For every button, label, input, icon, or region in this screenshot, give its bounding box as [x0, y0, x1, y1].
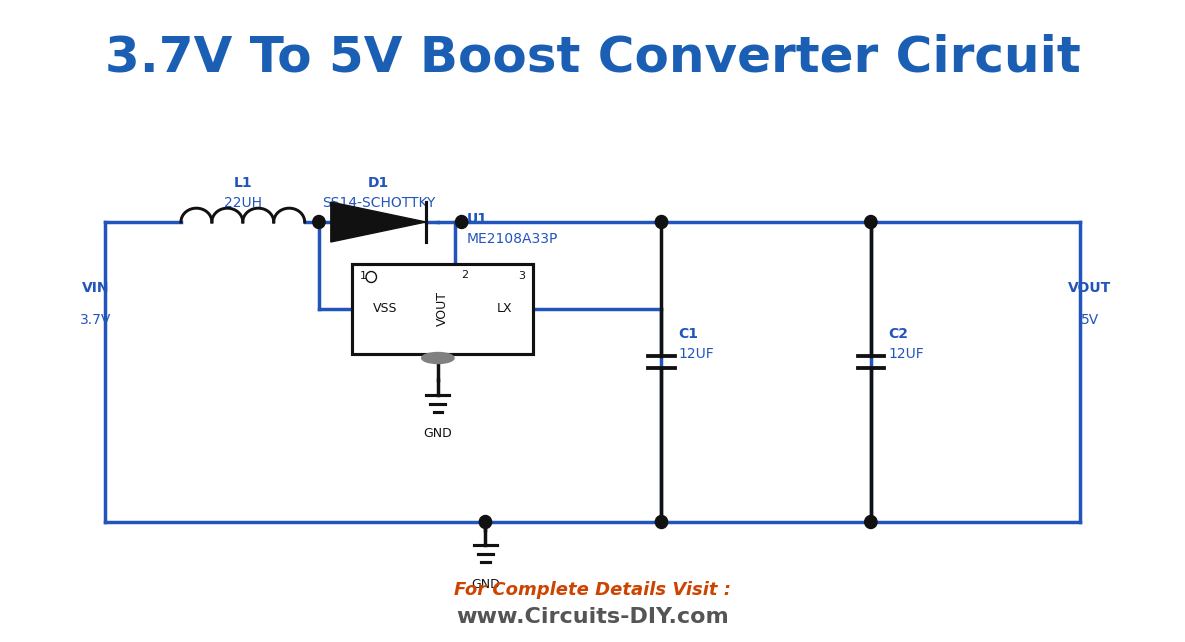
Text: GND: GND [423, 428, 453, 440]
Text: For Complete Details Visit :: For Complete Details Visit : [454, 581, 731, 599]
Text: 22UH: 22UH [224, 196, 262, 210]
Text: 3: 3 [518, 271, 525, 281]
Ellipse shape [422, 352, 454, 363]
Text: 1: 1 [360, 271, 367, 281]
Text: ME2108A33P: ME2108A33P [467, 232, 558, 246]
Text: 12UF: 12UF [679, 347, 715, 361]
Bar [352, 264, 533, 354]
Text: U1: U1 [467, 212, 487, 226]
Text: SS14-SCHOTTKY: SS14-SCHOTTKY [321, 196, 435, 210]
Text: VOUT: VOUT [436, 291, 449, 327]
Circle shape [865, 216, 877, 229]
Text: 3.7V: 3.7V [79, 313, 111, 327]
Text: C2: C2 [888, 327, 908, 341]
Text: 2: 2 [461, 270, 468, 280]
Text: VOUT: VOUT [1068, 281, 1112, 295]
Text: GND: GND [472, 578, 500, 591]
Text: LX: LX [497, 302, 512, 315]
Circle shape [479, 516, 492, 528]
Text: VSS: VSS [373, 302, 398, 315]
Text: 3.7V To 5V Boost Converter Circuit: 3.7V To 5V Boost Converter Circuit [104, 33, 1081, 81]
Text: 12UF: 12UF [888, 347, 924, 361]
Circle shape [865, 516, 877, 528]
Text: D1: D1 [367, 176, 389, 190]
Text: C1: C1 [679, 327, 699, 341]
Text: L1: L1 [233, 176, 252, 190]
Circle shape [655, 216, 667, 229]
Circle shape [455, 216, 468, 229]
Text: VIN: VIN [82, 281, 109, 295]
Circle shape [655, 516, 667, 528]
Polygon shape [331, 202, 425, 242]
Circle shape [313, 216, 325, 229]
Text: www.Circuits-DIY.com: www.Circuits-DIY.com [456, 607, 729, 627]
Text: 5V: 5V [1081, 313, 1098, 327]
